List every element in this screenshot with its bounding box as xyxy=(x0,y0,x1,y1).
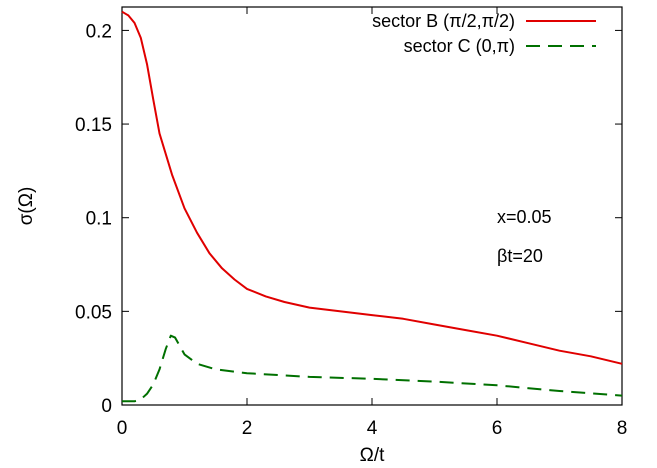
series-line-sector-b xyxy=(121,10,623,365)
x-tick-label: 6 xyxy=(492,418,503,439)
annotation-beta-t: βt=20 xyxy=(497,246,543,266)
y-axis-label: σ(Ω) xyxy=(16,187,37,226)
y-tick-label: 0.2 xyxy=(86,21,112,42)
y-tick-label: 0 xyxy=(101,396,112,417)
x-tick-label: 8 xyxy=(617,418,628,439)
legend: sector B (π/2,π/2) sector C (0,π) xyxy=(372,11,596,56)
y-tick-label: 0.15 xyxy=(75,115,112,136)
series-group xyxy=(121,10,623,403)
y-tick-label: 0.05 xyxy=(75,302,112,323)
plot-frame xyxy=(121,6,623,406)
x-axis-label: Ω/t xyxy=(360,445,385,466)
legend-label-sector-c: sector C (0,π) xyxy=(404,36,515,56)
x-tick-label: 0 xyxy=(117,418,128,439)
annotation-x: x=0.05 xyxy=(497,207,552,227)
series-line-sector-c xyxy=(122,334,623,403)
x-tick-label: 4 xyxy=(367,418,378,439)
y-tick-label: 0.1 xyxy=(86,209,112,230)
x-tick-label: 2 xyxy=(242,418,253,439)
legend-label-sector-b: sector B (π/2,π/2) xyxy=(372,11,515,31)
ticks: 0 2 4 6 8 0 0.05 0.1 0.15 0.2 xyxy=(75,7,627,439)
